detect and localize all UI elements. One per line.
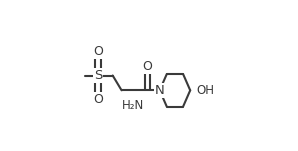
Text: S: S bbox=[94, 69, 102, 82]
Text: O: O bbox=[93, 45, 103, 58]
Text: O: O bbox=[142, 60, 153, 73]
Text: H₂N: H₂N bbox=[122, 99, 144, 112]
Text: O: O bbox=[93, 93, 103, 106]
Text: N: N bbox=[155, 84, 164, 97]
Text: OH: OH bbox=[196, 84, 215, 97]
